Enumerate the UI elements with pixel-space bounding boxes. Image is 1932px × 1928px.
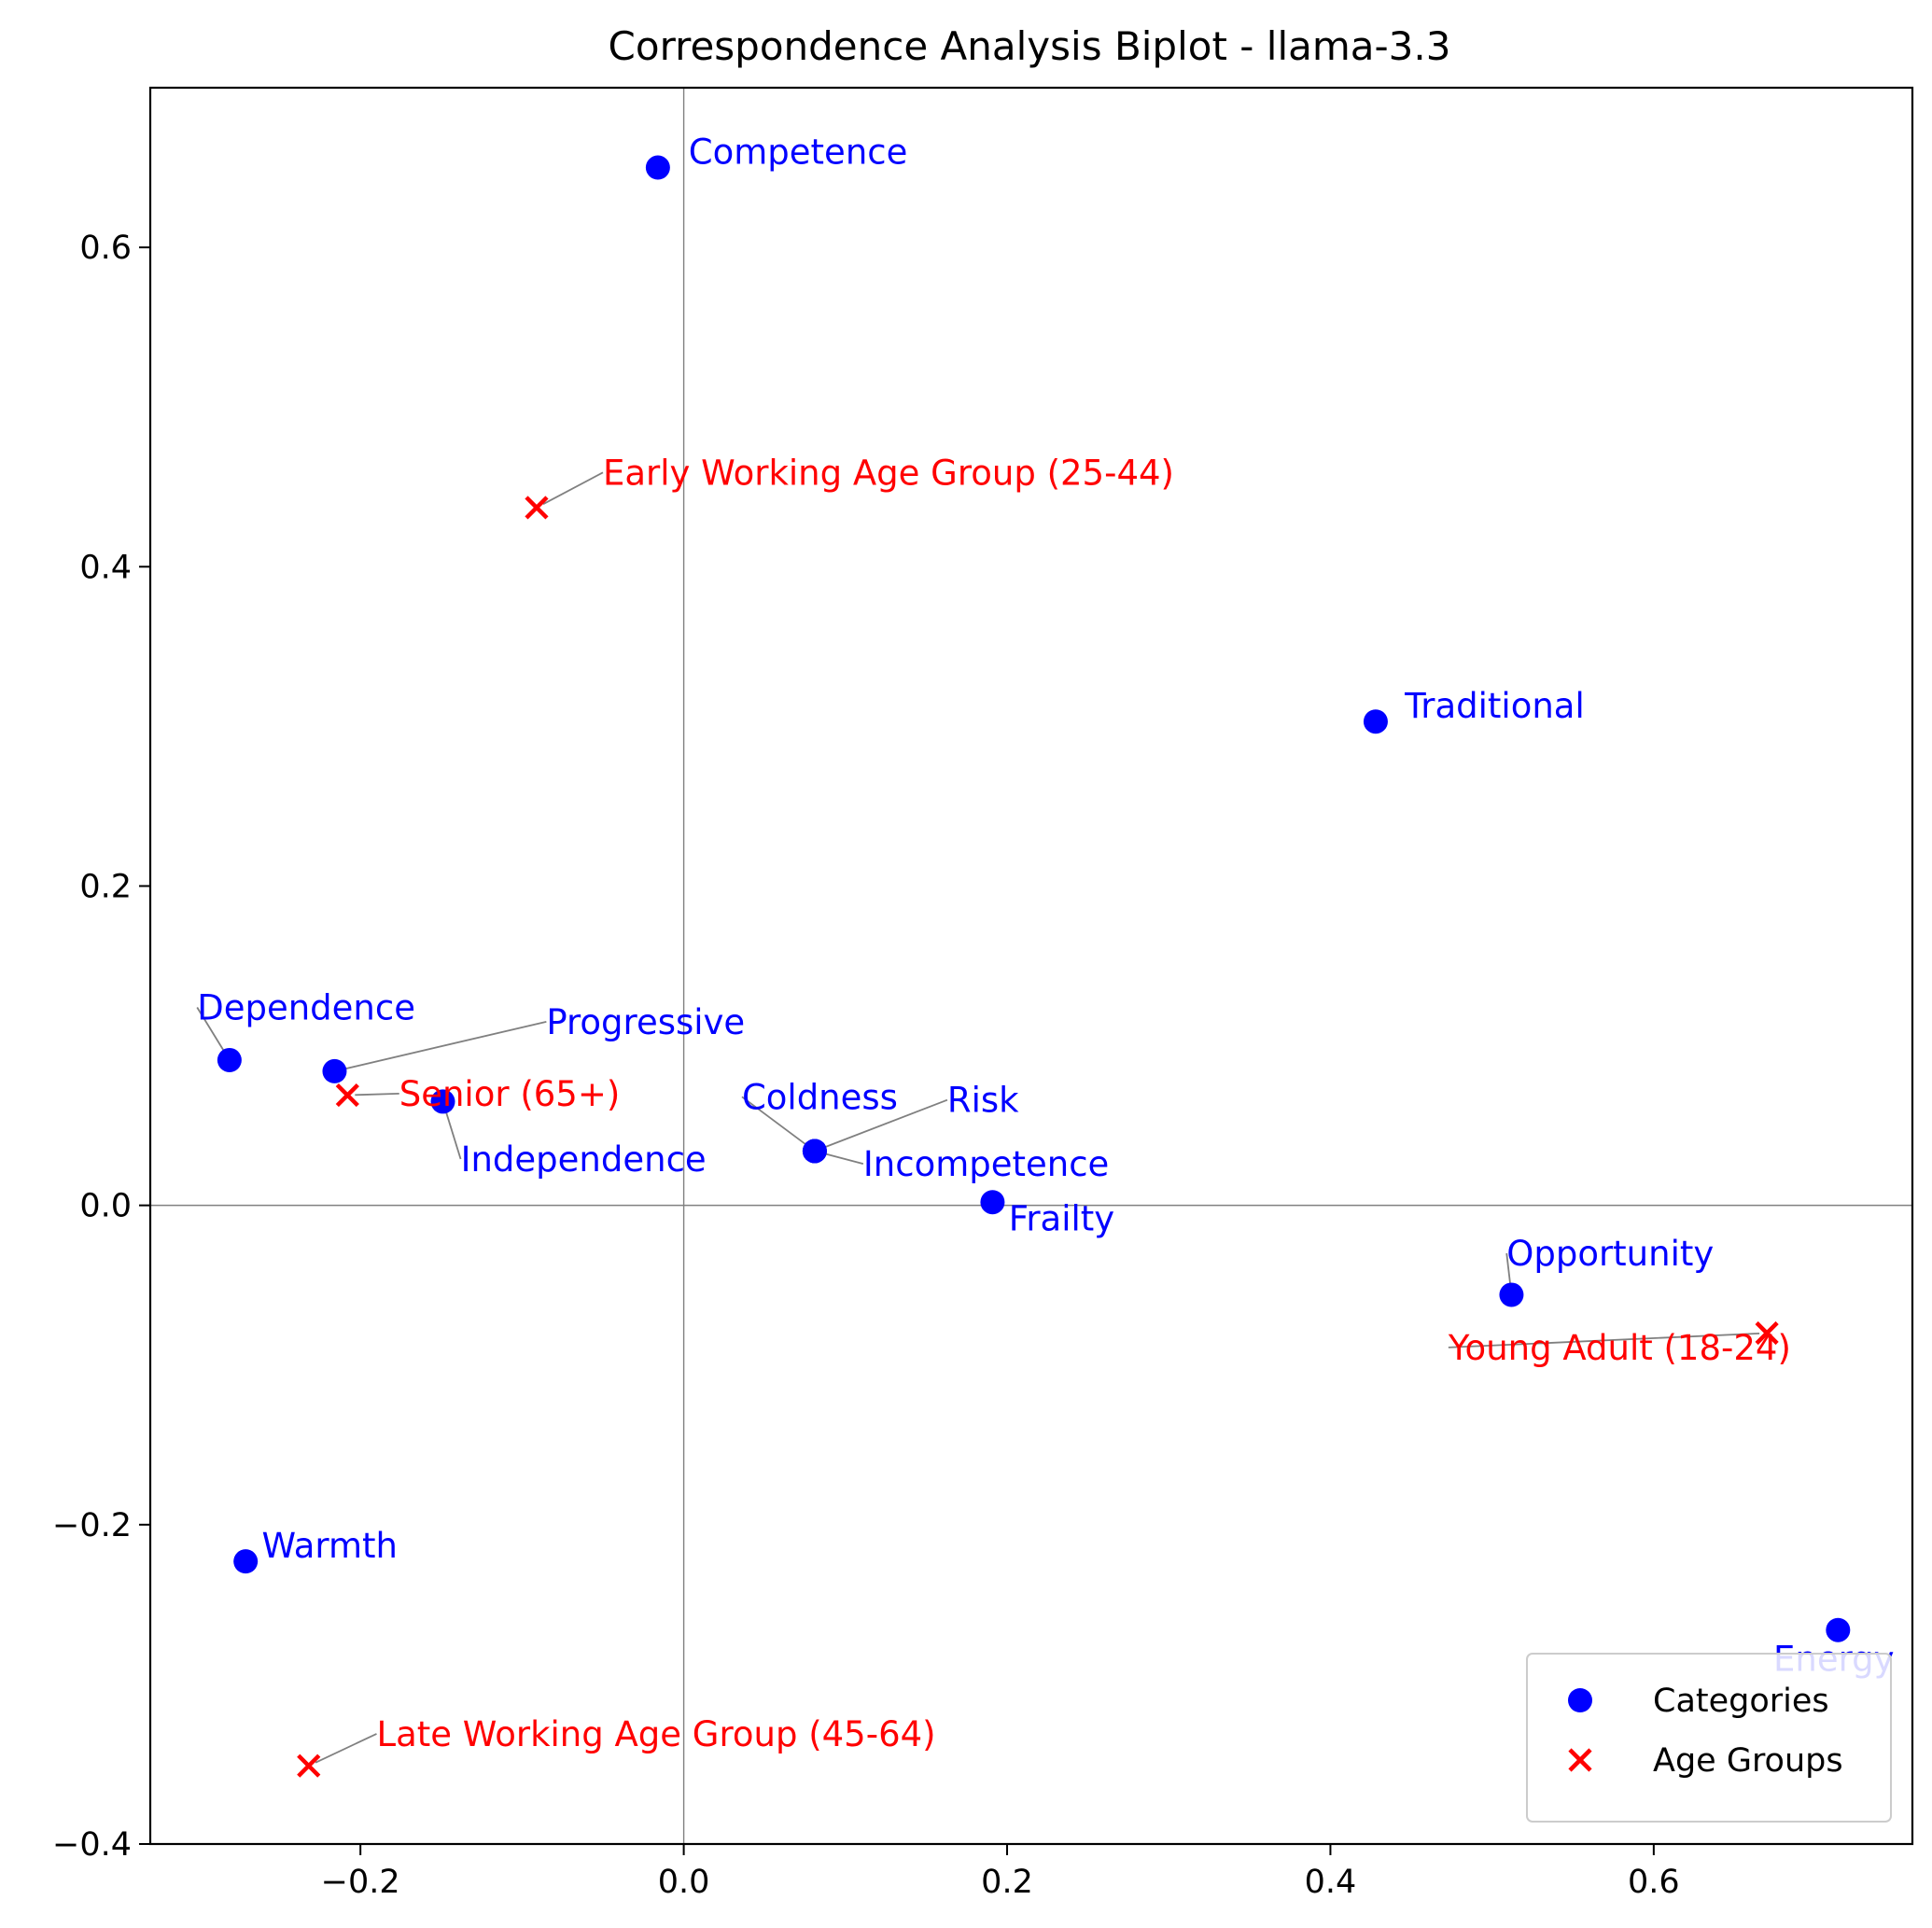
y-tick-label: −0.4 [52,1826,132,1864]
x-tick-label: 0.4 [1305,1864,1357,1901]
legend-marker-age-groups [1568,1748,1592,1772]
label-competence: Competence [689,132,908,172]
y-tick-label: 0.4 [79,549,132,586]
y-tick-label: 0.0 [79,1188,132,1225]
chart-title: Correspondence Analysis Biplot - llama-3… [609,23,1451,69]
point-late-working-age-group-45-64 [297,1753,321,1778]
leader-line-incompetence [821,1152,864,1166]
label-independence: Independence [461,1139,707,1180]
label-early-working-age-group-25-44: Early Working Age Group (25-44) [603,453,1174,493]
leader-line-independence [444,1108,462,1160]
label-late-working-age-group-45-64: Late Working Age Group (45-64) [376,1714,935,1754]
legend-label-age-groups: Age Groups [1653,1742,1843,1780]
leader-line-young-adult-18-24 [1448,1332,1760,1348]
plot-area: Competence Traditional Dependence Progressi… [150,88,1912,1844]
leader-line-early-working-age-group-25-44 [542,471,604,506]
label-young-adult-18-24: Young Adult (18-24) [1448,1328,1791,1368]
point-independence [430,1089,455,1114]
point-energy [1826,1617,1851,1642]
point-senior-65 [335,1083,359,1108]
marker-stroke [1568,1748,1592,1772]
label-risk: Risk [947,1081,1019,1121]
marker-stroke [335,1083,359,1108]
marker-stroke [297,1753,321,1778]
leader-line-dependence [196,1007,227,1055]
leader-line-opportunity [1505,1252,1512,1288]
y-tick-label: 0.2 [79,868,132,905]
legend: Categories Age Groups [1526,1653,1892,1823]
label-dependence: Dependence [197,987,415,1027]
label-opportunity: Opportunity [1506,1234,1714,1274]
label-traditional: Traditional [1404,686,1585,726]
y-tick-label: 0.6 [79,230,132,267]
x-tick-label: −0.2 [321,1864,400,1901]
plot-background [150,88,1912,1844]
point-incompetence [802,1139,827,1164]
leader-line-senior-65 [355,1092,399,1097]
label-coldness: Coldness [742,1077,898,1117]
legend-label-categories: Categories [1653,1683,1829,1720]
leader-line-late-working-age-group-45-64 [315,1733,377,1764]
point-frailty [980,1190,1005,1215]
label-senior-65: Senior (65+) [399,1074,621,1114]
x-tick-label: 0.2 [981,1864,1033,1901]
leader-line-coldness [741,1096,810,1148]
label-frailty: Frailty [1009,1198,1114,1238]
label-incompetence: Incompetence [863,1144,1109,1184]
point-young-adult-18-24 [1755,1320,1779,1346]
point-warmth [233,1549,259,1574]
point-dependence [217,1047,242,1072]
leader-line-risk [821,1098,948,1150]
y-tick-label: −0.2 [52,1507,132,1544]
leader-line-progressive [342,1021,547,1070]
point-competence [645,155,670,180]
x-tick-label: 0.6 [1628,1864,1680,1901]
axes: −0.2 0.0 0.2 0.4 0.6 −0.4 −0.2 0.0 0.2 0.4 0.6 [52,230,1680,1901]
x-tick-label: 0.0 [658,1864,710,1901]
point-traditional [1363,709,1388,734]
label-warmth: Warmth [262,1526,398,1566]
legend-marker-categories [1568,1688,1592,1712]
legend-box [1526,1653,1892,1823]
marker-stroke [525,496,549,520]
point-opportunity [1499,1282,1524,1307]
label-progressive: Progressive [546,1002,745,1042]
plot-frame [148,86,1914,1846]
point-progressive [322,1058,347,1083]
marker-stroke [1755,1320,1779,1346]
point-early-working-age-group-25-44 [525,496,549,520]
